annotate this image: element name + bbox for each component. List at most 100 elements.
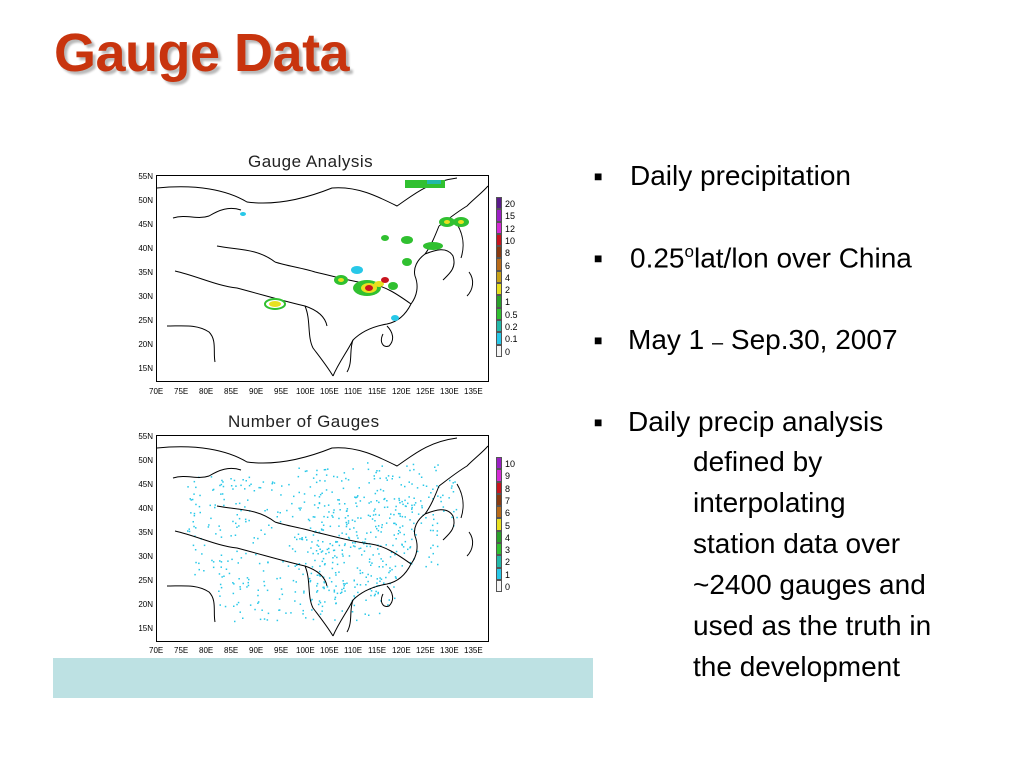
colorbar-label: 10 (505, 459, 516, 469)
colorbar-label: 15 (505, 211, 516, 222)
lat-label: 20N (138, 600, 153, 609)
lon-label: 90E (249, 387, 264, 396)
colorbar-label: 2 (505, 285, 511, 296)
slide-title: Gauge Data (54, 23, 350, 83)
colorbar-cell (496, 307, 502, 320)
lat-label: 50N (138, 196, 153, 205)
bullet-square-icon: ■ (594, 250, 603, 266)
lon-label: 80E (199, 387, 214, 396)
lat-label: 25N (138, 316, 153, 325)
bullet-text-after: Sep.30, 2007 (723, 324, 898, 355)
colorbar-cell (496, 555, 502, 568)
colorbar-label: 4 (505, 532, 511, 543)
colorbar-label: 6 (505, 508, 511, 519)
colorbar-label: 2 (505, 557, 511, 568)
lat-label: 35N (138, 268, 153, 277)
colorbar-label: 0.5 (505, 309, 518, 320)
map-coastlines (157, 177, 488, 377)
bullet-text-main: May 1 (628, 324, 713, 355)
colorbar-cell (496, 543, 502, 556)
lat-label: 30N (138, 292, 153, 301)
colorbar-label: 10 (505, 235, 516, 246)
lat-label: 45N (138, 480, 153, 489)
colorbar-cell (496, 493, 502, 507)
bullet-text-main: 0.25 (630, 242, 685, 274)
lat-label: 15N (138, 364, 153, 373)
lon-label: 100E (296, 646, 315, 655)
caption-bar (53, 658, 593, 698)
lon-label: 125E (416, 646, 435, 655)
date-dash: – (712, 332, 724, 354)
colorbar-cell (496, 283, 502, 296)
colorbar-label: 4 (505, 272, 511, 283)
bullet-text: Daily precipitation (630, 160, 851, 191)
colorbar-cell (496, 481, 502, 494)
lon-label: 135E (464, 387, 483, 396)
colorbar-label: 0.2 (505, 322, 518, 332)
lat-label: 20N (138, 340, 153, 349)
lon-label: 120E (392, 387, 411, 396)
lon-label: 120E (392, 646, 411, 655)
colorbar: 20 15 12 10 8 6 4 2 1 0.5 0.2 0.1 0 (496, 197, 518, 357)
bullet-continuation: the development (693, 651, 901, 682)
colorbar-cell (496, 506, 502, 519)
lon-label: 130E (440, 646, 459, 655)
colorbar-label: 0.1 (505, 334, 518, 345)
lat-label: 25N (138, 576, 153, 585)
bullet-continuation: ~2400 gauges and (693, 569, 926, 600)
colorbar-cell (496, 457, 502, 470)
lon-label: 80E (199, 646, 214, 655)
lat-label: 55N (138, 172, 153, 181)
number-of-gauges-map: Number of Gauges (128, 410, 528, 660)
bullet-text: Daily precip analysis (628, 406, 884, 437)
colorbar-label: 1 (505, 297, 511, 308)
colorbar-label: 12 (505, 223, 516, 234)
colorbar-cell (496, 233, 502, 247)
colorbar-cell (496, 246, 502, 259)
bullet-square-icon: ■ (594, 168, 603, 184)
lon-label: 75E (174, 387, 189, 396)
colorbar-label: 3 (505, 545, 511, 556)
bullet-square-icon: ■ (594, 332, 603, 348)
lon-label: 125E (416, 387, 435, 396)
gauge-analysis-map: Gauge Analysis (128, 152, 528, 402)
lon-label: 115E (368, 646, 387, 655)
lat-label: 30N (138, 552, 153, 561)
lat-label: 40N (138, 504, 153, 513)
colorbar-cell (496, 221, 502, 234)
lon-label: 105E (320, 387, 339, 396)
colorbar-cell (496, 344, 502, 357)
colorbar-label: 8 (505, 483, 511, 494)
bullet-text-after: lat/lon over China (693, 242, 912, 274)
bullet-continuation: interpolating (693, 487, 846, 518)
bullet-text: May 1 – Sep.30, 2007 (628, 324, 898, 356)
lat-label: 50N (138, 456, 153, 465)
bullet-continuation: used as the truth in (693, 610, 932, 641)
colorbar-label: 5 (505, 520, 511, 531)
lon-label: 70E (149, 387, 164, 396)
lat-label: 45N (138, 220, 153, 229)
colorbar-cell (496, 258, 502, 271)
lon-label: 85E (224, 387, 239, 396)
bullet-text: 0.25olat/lon over China (630, 242, 912, 274)
lon-label: 105E (320, 646, 339, 655)
colorbar-label: 20 (505, 199, 516, 209)
colorbar-cell (496, 270, 502, 284)
map-coastlines (157, 437, 488, 637)
colorbar-label: 1 (505, 569, 511, 580)
lat-label: 15N (138, 624, 153, 633)
colorbar-label: 8 (505, 248, 511, 259)
map-frame (156, 435, 489, 642)
lat-label: 55N (138, 432, 153, 441)
colorbar-cell (496, 209, 502, 222)
colorbar-cell (496, 332, 502, 345)
lat-label: 35N (138, 528, 153, 537)
bullet-continuation: defined by (693, 446, 823, 477)
precip-blobs (240, 180, 469, 321)
lon-label: 110E (344, 646, 363, 655)
lon-label: 110E (344, 387, 363, 396)
map-title: Number of Gauges (228, 412, 380, 431)
lon-label: 115E (368, 387, 387, 396)
colorbar-cell (496, 518, 502, 531)
lon-label: 135E (464, 646, 483, 655)
